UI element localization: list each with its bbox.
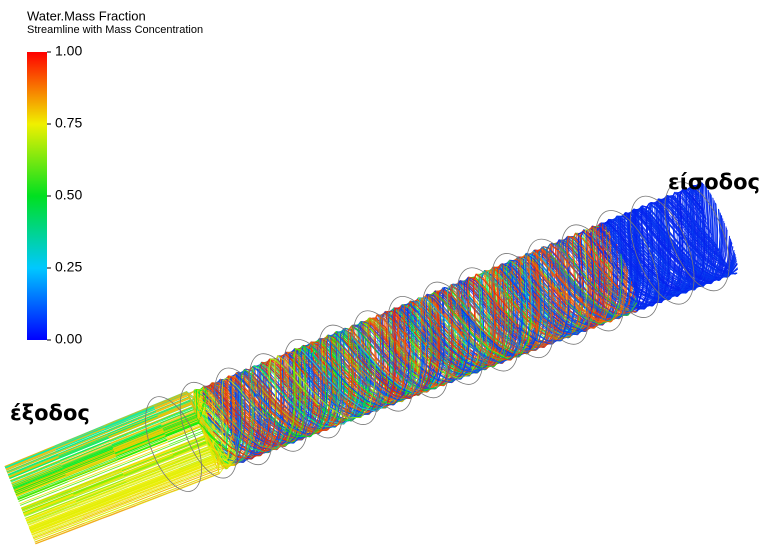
colorbar	[27, 52, 47, 340]
streamlines	[5, 173, 743, 544]
colorbar-tick-label: 0.50	[55, 187, 82, 203]
scene: Water.Mass Fraction Streamline with Mass…	[0, 0, 765, 557]
streamline	[5, 447, 55, 467]
colorbar-tick-label: 0.00	[55, 331, 82, 347]
streamline	[55, 427, 105, 447]
legend-title: Water.Mass Fraction	[27, 8, 146, 23]
colorbar-tick-label: 0.25	[55, 259, 82, 275]
viewport: Water.Mass Fraction Streamline with Mass…	[0, 0, 765, 557]
colorbar-tick-label: 0.75	[55, 115, 82, 131]
outlet-label: έξοδος	[10, 401, 90, 425]
colorbar-tick-label: 1.00	[55, 43, 82, 59]
inlet-label: είσοδος	[668, 170, 760, 194]
legend-subtitle: Streamline with Mass Concentration	[27, 24, 203, 36]
